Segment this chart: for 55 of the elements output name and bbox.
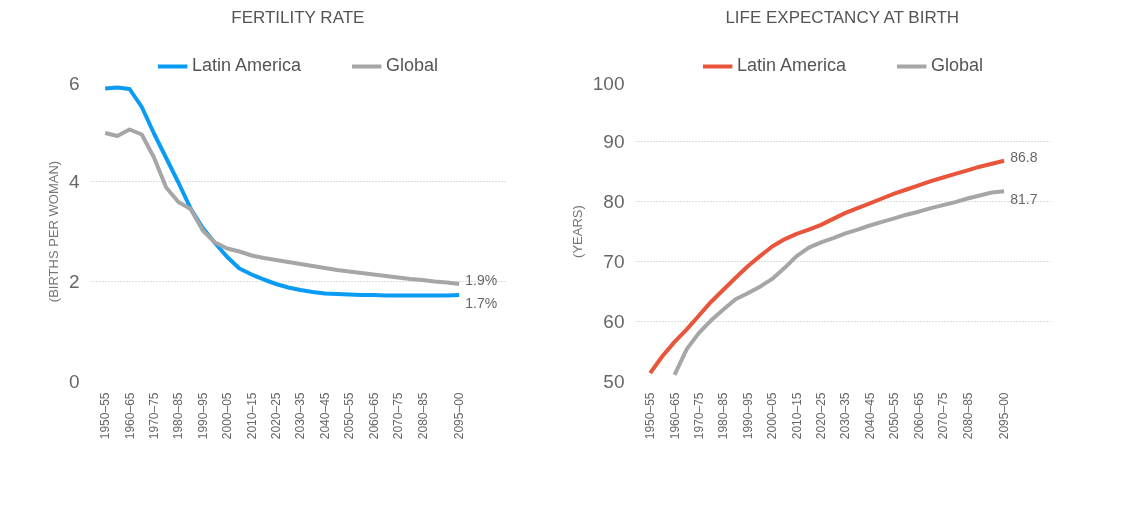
x-tick-label: 1980–85	[171, 392, 186, 440]
x-tick-label: 1970–75	[691, 392, 706, 440]
x-tick-label: 2095–00	[997, 392, 1012, 440]
x-tick-label: 2020–25	[269, 392, 284, 440]
x-tick-label: 1980–85	[716, 392, 731, 440]
data-label: 81.7	[1010, 191, 1038, 208]
line-series	[103, 127, 462, 286]
x-tick-label: 2020–25	[814, 392, 829, 440]
x-tick-label: 2080–85	[960, 392, 975, 440]
x-tick-label: 2070–75	[936, 392, 951, 440]
x-tick-label: 2095–00	[452, 392, 467, 440]
legend-label: Global	[386, 55, 439, 76]
legend-label: Global	[931, 55, 984, 76]
legend-label: Latin America	[736, 55, 847, 76]
x-tick-label: 2030–35	[838, 392, 853, 440]
y-tick-label: 50	[603, 371, 625, 392]
x-tick-label: 2000–05	[220, 392, 235, 440]
y-tick-label: 4	[68, 171, 80, 192]
x-tick-label: 2050–55	[887, 392, 902, 440]
chart-title: FERTILITY RATE	[231, 7, 365, 27]
chart-title: LIFE EXPECTANCY AT BIRTH	[725, 7, 960, 27]
x-tick-label: 2060–65	[911, 392, 926, 440]
y-tick-label: 70	[603, 251, 625, 272]
y-tick-label: 6	[68, 72, 80, 94]
x-tick-label: 1990–95	[740, 392, 755, 440]
x-tick-label: 2060–65	[366, 392, 381, 440]
x-tick-label: 1960–65	[667, 392, 682, 440]
x-tick-label: 2040–45	[862, 392, 877, 440]
legend-label: Latin America	[191, 55, 302, 76]
y-axis-title: (BIRTHS PER WOMAN)	[45, 160, 61, 303]
data-label: 1.7%	[465, 295, 498, 311]
x-tick-label: 1950–55	[643, 392, 658, 440]
y-tick-label: 80	[603, 191, 625, 212]
x-tick-label: 2030–35	[293, 392, 308, 440]
x-tick-label: 1950–55	[98, 392, 113, 440]
line-series	[672, 189, 1007, 377]
x-tick-label: 2080–85	[415, 392, 430, 440]
y-tick-label: 2	[68, 271, 80, 292]
x-tick-label: 1990–95	[195, 392, 210, 440]
x-tick-label: 2000–05	[765, 392, 780, 440]
x-tick-label: 2070–75	[391, 392, 406, 440]
y-tick-label: 60	[603, 311, 625, 332]
y-tick-label: 0	[68, 371, 80, 392]
y-tick-label: 100	[592, 72, 625, 94]
y-axis-title: (YEARS)	[569, 205, 585, 258]
data-label: 86.8	[1010, 148, 1038, 165]
data-label: 1.9%	[465, 272, 498, 288]
x-tick-label: 2010–15	[244, 392, 259, 440]
x-tick-label: 1970–75	[146, 392, 161, 440]
x-tick-label: 2010–15	[789, 392, 804, 440]
y-tick-label: 90	[603, 131, 625, 152]
line-series	[648, 158, 1007, 376]
x-tick-label: 2040–45	[317, 392, 332, 440]
x-tick-label: 2050–55	[342, 392, 357, 440]
x-tick-label: 1960–65	[122, 392, 137, 440]
